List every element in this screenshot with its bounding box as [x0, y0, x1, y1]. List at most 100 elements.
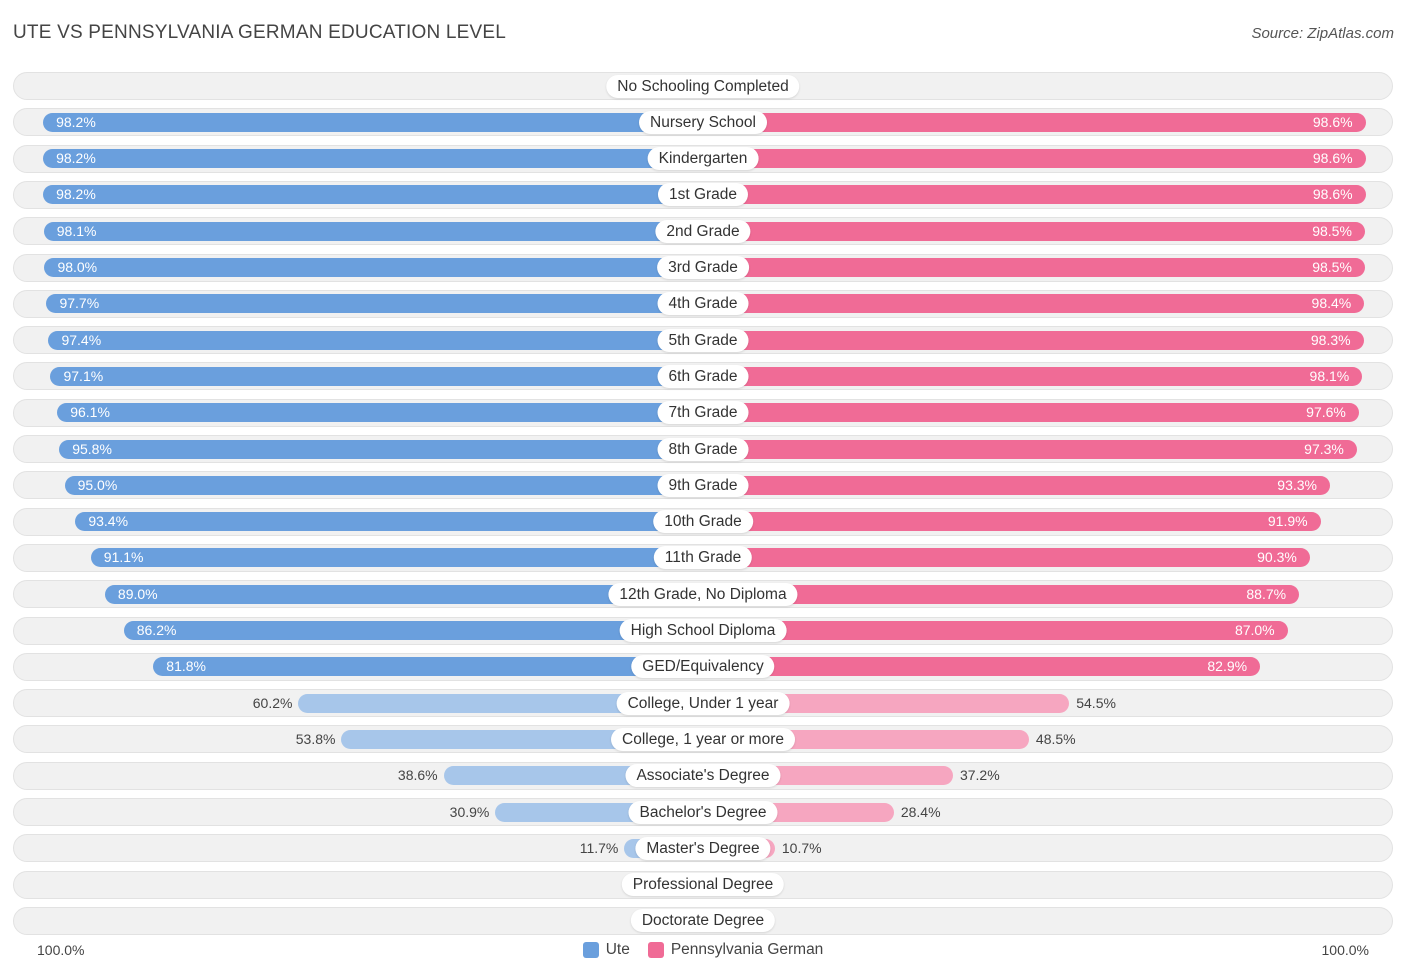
bar-pennsylvania-german-college-under-1-year — [703, 693, 1070, 713]
value-pennsylvania-german-3rd-grade: 98.5% — [1312, 259, 1352, 275]
bar-ute-college-under-1-year — [298, 693, 703, 713]
bar-pennsylvania-german-nursery-school — [703, 112, 1366, 132]
value-pennsylvania-german-kindergarten: 98.6% — [1312, 150, 1353, 167]
bar-pennsylvania-german-3rd-grade — [703, 258, 1365, 277]
category-label-1st-grade: 1st Grade — [657, 183, 749, 207]
category-label-8th-grade: 8th Grade — [657, 437, 749, 461]
value-ute-college-under-1-year: 60.2% — [252, 694, 293, 711]
value-pennsylvania-german-college-1-year-or-more: 48.5% — [1035, 730, 1076, 747]
bar-ute-2nd-grade — [43, 221, 703, 241]
value-pennsylvania-german-7th-grade: 97.6% — [1306, 404, 1346, 421]
bar-ute-1st-grade — [43, 185, 703, 205]
legend-item-ute: Ute — [582, 941, 630, 959]
category-label-kindergarten: Kindergarten — [647, 147, 759, 171]
value-ute-5th-grade: 97.4% — [61, 331, 102, 348]
axis-left-label: 100.0% — [37, 942, 85, 958]
category-label-professional-degree: Professional Degree — [621, 873, 785, 897]
bar-ute-nursery-school — [43, 112, 703, 132]
bar-ute-5th-grade — [48, 330, 703, 350]
value-ute-bachelor-s-degree: 30.9% — [449, 803, 490, 820]
category-label-4th-grade: 4th Grade — [657, 292, 749, 316]
category-label-master-s-degree: Master's Degree — [635, 836, 771, 860]
value-pennsylvania-german-12th-grade-no-diploma: 88.7% — [1246, 585, 1287, 602]
category-label-doctorate-degree: Doctorate Degree — [630, 909, 776, 933]
value-ute-6th-grade: 97.1% — [63, 367, 104, 384]
source-label: Source: ZipAtlas.com — [1251, 25, 1394, 42]
bar-pennsylvania-german-9th-grade — [703, 475, 1330, 495]
value-ute-1st-grade: 98.2% — [56, 186, 96, 203]
category-label-5th-grade: 5th Grade — [657, 328, 749, 352]
bar-pennsylvania-german-2nd-grade — [703, 221, 1365, 241]
value-pennsylvania-german-9th-grade: 93.3% — [1277, 476, 1317, 493]
bar-ute-7th-grade — [57, 403, 703, 423]
value-pennsylvania-german-5th-grade: 98.3% — [1310, 331, 1351, 348]
chart-title: UTE VS PENNSYLVANIA GERMAN EDUCATION LEV… — [13, 22, 507, 43]
category-label-bachelor-s-degree: Bachelor's Degree — [628, 800, 778, 824]
legend-label-pennsylvania-german: Pennsylvania German — [670, 941, 824, 958]
category-label-ged-equivalency: GED/Equivalency — [631, 655, 775, 679]
legend-swatch-ute — [582, 942, 599, 958]
value-ute-8th-grade: 95.8% — [72, 440, 112, 457]
value-ute-associate-s-degree: 38.6% — [397, 767, 438, 784]
legend-label-ute: Ute — [605, 941, 630, 958]
legend-swatch-pennsylvania-german — [647, 942, 664, 958]
category-label-college-1-year-or-more: College, 1 year or more — [611, 727, 795, 751]
value-ute-kindergarten: 98.2% — [56, 150, 96, 167]
value-ute-master-s-degree: 11.7% — [579, 839, 619, 856]
legend: Ute Pennsylvania German — [0, 941, 1406, 959]
bar-ute-ged-equivalency — [153, 657, 703, 677]
bar-ute-3rd-grade — [44, 258, 703, 277]
category-label-11th-grade: 11th Grade — [653, 546, 753, 570]
category-label-2nd-grade: 2nd Grade — [655, 219, 751, 243]
value-pennsylvania-german-8th-grade: 97.3% — [1304, 440, 1344, 457]
value-pennsylvania-german-11th-grade: 90.3% — [1257, 549, 1297, 566]
category-label-6th-grade: 6th Grade — [657, 364, 749, 388]
category-label-9th-grade: 9th Grade — [657, 473, 749, 497]
bar-ute-4th-grade — [46, 294, 703, 314]
legend-item-pennsylvania-german: Pennsylvania German — [647, 941, 824, 959]
value-pennsylvania-german-associate-s-degree: 37.2% — [959, 767, 1000, 784]
value-pennsylvania-german-master-s-degree: 10.7% — [781, 839, 822, 856]
bar-ute-high-school-diploma — [123, 621, 703, 640]
category-label-7th-grade: 7th Grade — [657, 401, 749, 425]
value-pennsylvania-german-4th-grade: 98.4% — [1311, 295, 1352, 312]
category-label-high-school-diploma: High School Diploma — [619, 619, 787, 642]
category-label-10th-grade: 10th Grade — [653, 510, 753, 534]
bar-pennsylvania-german-1st-grade — [703, 185, 1366, 205]
value-ute-7th-grade: 96.1% — [70, 404, 110, 421]
value-ute-3rd-grade: 98.0% — [57, 259, 98, 275]
bar-ute-kindergarten — [43, 149, 703, 169]
value-ute-9th-grade: 95.0% — [77, 476, 118, 493]
bar-ute-8th-grade — [59, 439, 703, 459]
bar-ute-6th-grade — [50, 366, 703, 386]
value-pennsylvania-german-10th-grade: 91.9% — [1267, 513, 1308, 530]
value-pennsylvania-german-1st-grade: 98.6% — [1312, 186, 1353, 203]
bar-pennsylvania-german-high-school-diploma — [703, 621, 1288, 640]
category-label-3rd-grade: 3rd Grade — [657, 256, 749, 279]
value-ute-ged-equivalency: 81.8% — [166, 658, 206, 675]
value-ute-12th-grade-no-diploma: 89.0% — [117, 585, 158, 602]
bar-pennsylvania-german-10th-grade — [703, 512, 1321, 532]
category-label-12th-grade-no-diploma: 12th Grade, No Diploma — [608, 582, 798, 606]
bar-pennsylvania-german-4th-grade — [703, 294, 1365, 314]
value-ute-high-school-diploma: 86.2% — [136, 622, 177, 638]
value-ute-college-1-year-or-more: 53.8% — [295, 730, 336, 747]
bar-pennsylvania-german-ged-equivalency — [703, 657, 1261, 677]
category-label-nursery-school: Nursery School — [639, 110, 767, 134]
value-pennsylvania-german-high-school-diploma: 87.0% — [1234, 622, 1275, 638]
value-pennsylvania-german-ged-equivalency: 82.9% — [1207, 658, 1248, 675]
bar-ute-9th-grade — [64, 475, 703, 495]
bar-pennsylvania-german-7th-grade — [703, 403, 1359, 423]
value-pennsylvania-german-2nd-grade: 98.5% — [1312, 222, 1352, 239]
bar-ute-12th-grade-no-diploma — [104, 584, 703, 604]
bar-pennsylvania-german-6th-grade — [703, 366, 1363, 386]
value-ute-11th-grade: 91.1% — [103, 549, 144, 566]
bar-pennsylvania-german-11th-grade — [703, 548, 1310, 568]
bar-pennsylvania-german-5th-grade — [703, 330, 1364, 350]
bar-pennsylvania-german-kindergarten — [703, 149, 1366, 169]
value-ute-10th-grade: 93.4% — [88, 513, 129, 530]
category-label-college-under-1-year: College, Under 1 year — [616, 691, 790, 715]
category-label-no-schooling-completed: No Schooling Completed — [606, 74, 800, 98]
value-ute-4th-grade: 97.7% — [59, 295, 100, 312]
